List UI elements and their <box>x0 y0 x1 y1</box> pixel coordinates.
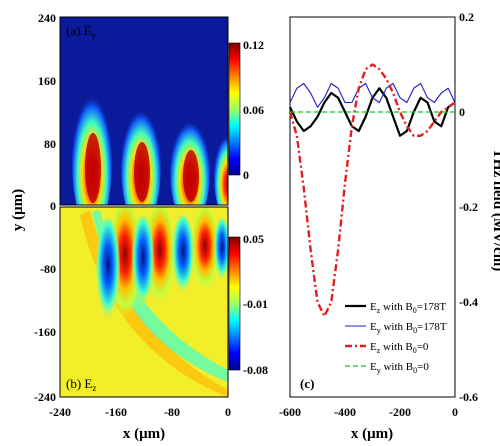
left-ylabel: y (μm) <box>10 189 26 231</box>
colorbar-b <box>228 236 241 371</box>
xtick-c-1: -400 <box>334 405 356 419</box>
panel-a-label: (a) Ey <box>66 23 97 40</box>
series-line-2 <box>289 82 456 108</box>
panel-c-ticks: -600 -400 -200 0 0.2 0 -0.2 -0.4 -0.6 <box>279 10 478 419</box>
colorbar-b-tick-top: 0.05 <box>243 232 264 246</box>
xtick-b-m160: -160 <box>105 405 127 419</box>
colorbar-b-tick-bottom: -0.08 <box>243 363 268 377</box>
ytick-c-2: -0.2 <box>459 200 478 214</box>
colorbar-b-tick-mid: -0.01 <box>243 297 268 311</box>
colorbar-a-tick-mid: 0.06 <box>243 103 264 117</box>
xtick-b-0: 0 <box>225 405 231 419</box>
ytick-b-m80: -80 <box>40 262 56 276</box>
ytick-b-m240: -240 <box>34 390 56 404</box>
legend: Ez with B0=178T Ey with B0=178T Ez with B0… <box>345 301 447 375</box>
ytick-c-0: 0.2 <box>459 10 474 24</box>
ytick-a-0: 0 <box>50 199 56 213</box>
ytick-a-160: 160 <box>38 74 56 88</box>
panel-b-label: (b) Ez <box>66 376 96 393</box>
colorbar-a <box>228 42 241 176</box>
xtick-c-3: 0 <box>452 405 458 419</box>
panel-c-label: (c) <box>300 376 314 391</box>
colorbar-a-tick-top: 0.12 <box>243 38 264 52</box>
colorbar-a-tick-bottom: 0 <box>243 168 249 182</box>
heatmap-ez <box>60 207 228 397</box>
panel-b-frame <box>59 206 229 398</box>
xtick-c-0: -600 <box>279 405 301 419</box>
legend-label-4: Ey with B0=0 <box>370 361 429 375</box>
legend-label-2: Ey with B0=178T <box>370 321 447 335</box>
ytick-c-1: 0 <box>459 105 465 119</box>
xtick-b-m240: -240 <box>49 405 71 419</box>
xtick-b-m80: -80 <box>164 405 180 419</box>
ytick-c-3: -0.4 <box>459 295 478 309</box>
panel-c-frame <box>289 16 456 398</box>
right-xlabel: x (μm) <box>351 426 393 442</box>
legend-label-3: Ez with B0=0 <box>370 341 429 355</box>
ytick-a-240: 240 <box>38 11 56 25</box>
panel-a-frame <box>59 16 229 206</box>
series-line-3 <box>288 63 456 318</box>
ytick-b-m160: -160 <box>34 325 56 339</box>
legend-label-1: Ez with B0=178T <box>370 301 446 315</box>
heatmap-ey <box>60 17 228 205</box>
right-ylabel: THz field (MV/cm) <box>490 149 500 271</box>
ytick-a-80: 80 <box>44 137 56 151</box>
xtick-c-2: -200 <box>389 405 411 419</box>
panel-c-plot <box>288 63 456 318</box>
left-xlabel: x (μm) <box>123 426 165 442</box>
ytick-c-4: -0.6 <box>459 390 478 404</box>
